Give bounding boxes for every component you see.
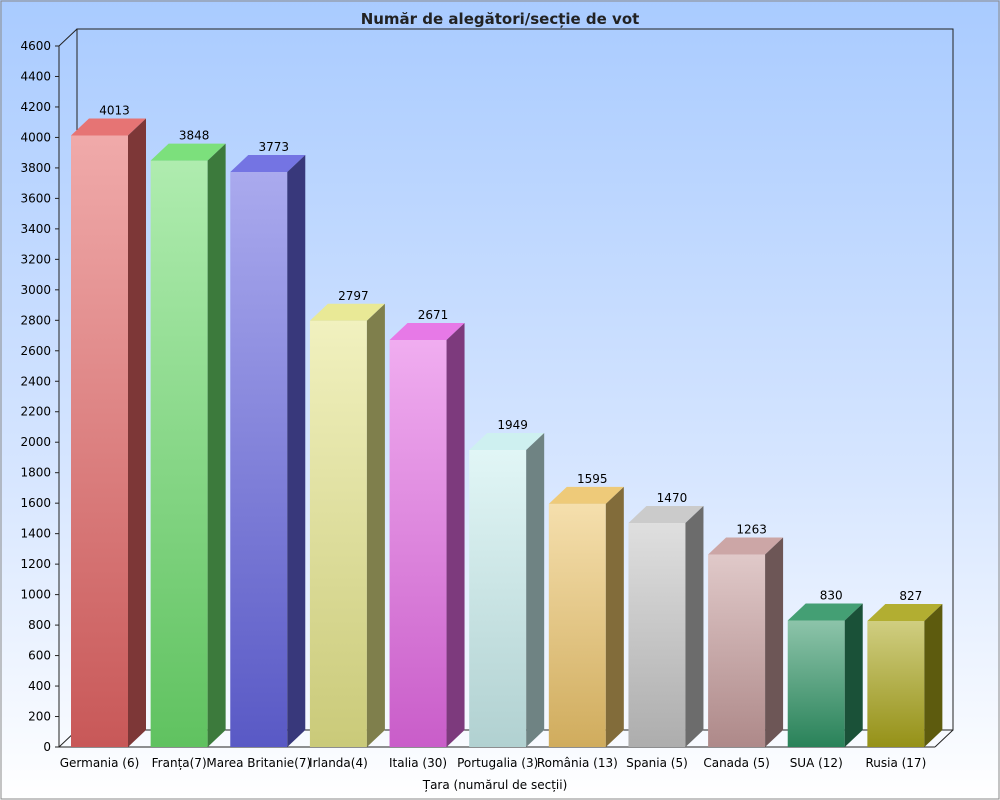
bar-top xyxy=(150,143,226,161)
bar-top xyxy=(628,505,704,523)
x-tick-label: Spania (5) xyxy=(626,756,688,770)
data-label: 827 xyxy=(899,589,922,603)
data-label: 1263 xyxy=(736,523,767,537)
y-tick-label: 2800 xyxy=(20,313,51,327)
bar-front xyxy=(389,339,447,747)
bar: 1949 xyxy=(469,418,545,747)
bars: 4013 3848 3773 2797 2671 1949 1595 1470 1263 830 8… xyxy=(71,103,943,748)
y-tick-label: 2200 xyxy=(20,405,51,419)
bar-top xyxy=(787,603,863,621)
bar: 830 xyxy=(787,589,863,747)
chart-title: Număr de alegători/secție de vot xyxy=(361,10,640,28)
bar-front xyxy=(548,503,606,747)
bar-side xyxy=(526,432,545,747)
y-tick-label: 2000 xyxy=(20,435,51,449)
bar-top xyxy=(309,303,385,321)
y-tick-label: 600 xyxy=(28,649,51,663)
bar-side xyxy=(446,322,465,747)
x-tick-label: Irlanda(4) xyxy=(309,756,368,770)
y-tick-label: 4000 xyxy=(20,130,51,144)
y-tick-label: 1000 xyxy=(20,588,51,602)
data-label: 1595 xyxy=(577,472,608,486)
y-tick-label: 1200 xyxy=(20,557,51,571)
bar: 827 xyxy=(867,589,943,747)
bar-front xyxy=(787,620,845,747)
data-label: 3773 xyxy=(258,140,289,154)
x-tick-label: Canada (5) xyxy=(703,756,769,770)
x-axis: Germania (6) Franța(7) Marea Britanie(7)Ir… xyxy=(60,756,927,770)
y-tick-label: 400 xyxy=(28,679,51,693)
data-label: 830 xyxy=(820,589,843,603)
bar-top xyxy=(389,322,465,340)
bar: 1470 xyxy=(628,491,704,747)
bar-side xyxy=(128,118,146,748)
y-tick-label: 4200 xyxy=(20,100,51,114)
bar: 1263 xyxy=(708,523,784,747)
bar-side xyxy=(765,537,784,747)
y-tick-label: 800 xyxy=(28,618,51,632)
x-tick-label: Rusia (17) xyxy=(865,756,926,770)
bar-top xyxy=(708,537,784,555)
x-tick-label: Italia (30) xyxy=(389,756,447,770)
bar-front xyxy=(71,135,128,748)
data-label: 4013 xyxy=(99,103,130,117)
bar-front xyxy=(708,554,766,747)
bar-side xyxy=(844,603,863,747)
x-tick-label: Portugalia (3) xyxy=(457,756,538,770)
y-tick-label: 3400 xyxy=(20,222,51,236)
frame-edge xyxy=(58,28,78,47)
x-tick-label: Marea Britanie(7) xyxy=(206,756,311,770)
y-tick-label: 3200 xyxy=(20,252,51,266)
x-tick-label: Germania (6) xyxy=(60,756,140,770)
x-tick-label: România (13) xyxy=(537,756,618,770)
frame-edge xyxy=(934,729,954,748)
bar-side xyxy=(605,486,624,747)
bar-top xyxy=(867,603,943,621)
y-tick-label: 3000 xyxy=(20,283,51,297)
bar-side xyxy=(207,143,226,747)
y-tick-label: 1600 xyxy=(20,496,51,510)
bar: 3848 xyxy=(150,129,226,747)
x-tick-label: SUA (12) xyxy=(790,756,843,770)
y-tick-label: 2400 xyxy=(20,374,51,388)
bar-front xyxy=(628,522,686,747)
bar-top xyxy=(230,155,306,173)
bar: 1595 xyxy=(548,472,624,747)
y-tick-label: 3600 xyxy=(20,191,51,205)
x-tick-label: Franța(7) xyxy=(152,756,207,770)
bar-side xyxy=(685,505,704,747)
bar-front xyxy=(867,620,925,747)
bar: 4013 xyxy=(71,103,146,748)
bar-top xyxy=(71,118,146,136)
bar-front xyxy=(469,449,527,747)
y-tick-label: 0 xyxy=(43,740,51,754)
y-tick-label: 1400 xyxy=(20,527,51,541)
bar: 2797 xyxy=(309,289,385,747)
bar-side xyxy=(924,603,943,747)
y-tick-label: 200 xyxy=(28,710,51,724)
bar-front xyxy=(230,172,288,748)
bar-top xyxy=(548,486,624,504)
bar-side xyxy=(287,155,306,748)
data-label: 2797 xyxy=(338,289,369,303)
x-axis-title: Țara (numărul de secții) xyxy=(422,778,568,792)
data-label: 1470 xyxy=(657,491,688,505)
bar-side xyxy=(366,303,385,747)
data-label: 1949 xyxy=(497,418,528,432)
bar-top xyxy=(469,432,545,450)
y-tick-label: 3800 xyxy=(20,161,51,175)
bar-front xyxy=(150,160,208,747)
bar-front xyxy=(309,320,367,747)
y-tick-label: 1800 xyxy=(20,466,51,480)
bar: 2671 xyxy=(389,308,465,747)
y-axis: 0 200 400 600 800 1000 1200 1400 1600 1800 2000 220… xyxy=(20,39,59,754)
bar: 3773 xyxy=(230,140,306,748)
data-label: 2671 xyxy=(418,308,449,322)
y-tick-label: 4400 xyxy=(20,69,51,83)
y-tick-label: 4600 xyxy=(20,39,51,53)
y-tick-label: 2600 xyxy=(20,344,51,358)
data-label: 3848 xyxy=(179,129,210,143)
